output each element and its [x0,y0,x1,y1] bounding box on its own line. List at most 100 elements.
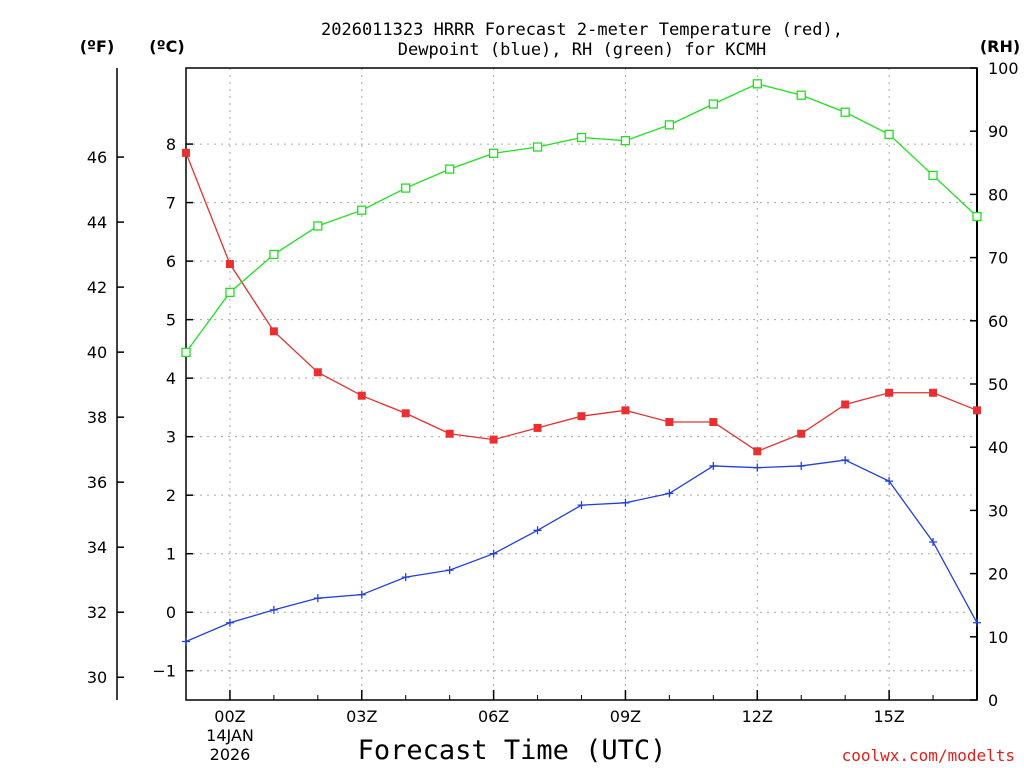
celsius-tick-label-1: 1 [166,545,176,564]
rh-unit-label: (RH) [980,37,1020,56]
rh-tick-label-20: 20 [988,565,1008,584]
x-tick-label-09Z: 09Z [610,707,641,726]
grid-lines [186,68,977,700]
fahrenheit-tick-label-46: 46 [87,148,107,167]
dewpoint-point-5 [445,566,454,575]
rh-point-6 [488,148,499,158]
dewpoint-point-0 [225,618,234,627]
dewpoint-point-15 [885,477,894,486]
temperature-point-12 [753,447,762,456]
temperature-point-14 [841,400,850,409]
temperature-point-9 [621,406,630,415]
temperature-point-15 [885,388,894,397]
temperature-point-4 [401,409,410,418]
dewpoint-point-14 [841,456,850,465]
rh-point-9 [620,136,631,146]
celsius-tick-label-3: 3 [166,428,176,447]
celsius-tick-label-8: 8 [166,135,176,154]
rh-point-11 [708,99,718,109]
dewpoint-line [185,459,978,643]
celsius-tick-label--1: −1 [152,662,176,681]
temperature-point-5 [445,429,454,438]
temperature-point-2 [313,368,322,377]
dewpoint-point-13 [797,461,806,470]
temperature-line [185,152,978,453]
rh-tick-label-80: 80 [988,185,1008,204]
fahrenheit-tick-label-30: 30 [87,668,107,687]
fahrenheit-tick-label-40: 40 [87,343,107,362]
rh-point-15 [884,129,894,140]
temperature-point-6 [489,435,498,444]
rh-tick-label-10: 10 [988,628,1008,647]
data-series [181,79,982,646]
temperature-point--1 [182,148,190,157]
dewpoint-point-4 [401,573,410,582]
dewpoint-point-6 [489,549,498,558]
chart-title-line2: Dewpoint (blue), RH (green) for KCMH [398,40,766,60]
x-tick-label-03Z: 03Z [346,707,377,726]
rh-point-17 [972,211,982,222]
rh-tick-label-100: 100 [988,59,1019,78]
dewpoint-point-2 [313,594,322,603]
axes: 303234363840424446−101234567801020304050… [87,59,1019,726]
celsius-tick-label-5: 5 [166,311,176,330]
x-tick-label-06Z: 06Z [478,707,509,726]
rh-point-10 [664,120,675,130]
dewpoint-point-8 [577,501,586,510]
fahrenheit-tick-label-32: 32 [87,603,107,622]
fahrenheit-tick-label-36: 36 [87,473,107,492]
rh-tick-label-60: 60 [988,312,1008,331]
temperature-point-7 [533,423,542,432]
temperature-point-11 [709,418,718,427]
rh-tick-label-90: 90 [988,122,1008,141]
rh-point-12 [752,79,762,89]
rh-point-14 [840,107,850,117]
rh-point--1 [181,347,191,358]
rh-point-16 [928,170,938,181]
rh-line [185,83,978,353]
temperature-point-0 [225,260,234,269]
celsius-tick-label-2: 2 [166,486,176,505]
rh-point-8 [576,132,587,143]
dewpoint-point-7 [533,526,542,535]
fahrenheit-tick-label-34: 34 [87,538,107,557]
date-label-year: 2026 [210,745,251,764]
celsius-unit-label: (ºC) [149,37,184,56]
rh-point-7 [532,142,543,152]
dewpoint-point-3 [357,590,366,599]
rh-tick-label-30: 30 [988,501,1008,520]
credit-label: coolwx.com/modelts [842,746,1015,765]
dewpoint-point-17 [973,618,981,627]
celsius-tick-label-0: 0 [166,603,176,622]
dewpoint-point-1 [269,605,278,614]
rh-point-3 [357,205,367,215]
dewpoint-point-16 [929,538,938,546]
temperature-point-13 [797,429,806,438]
rh-point-13 [796,90,806,100]
celsius-tick-label-7: 7 [166,194,176,213]
plot-frame [185,67,978,701]
x-tick-label-15Z: 15Z [873,707,904,726]
temperature-point-16 [929,388,938,397]
rh-point-2 [313,221,323,231]
dewpoint-point-11 [709,461,718,470]
rh-tick-label-70: 70 [988,249,1008,268]
celsius-tick-label-6: 6 [166,252,176,271]
temperature-point-8 [577,412,586,421]
x-axis-title: Forecast Time (UTC) [358,735,667,766]
fahrenheit-tick-label-42: 42 [87,278,107,297]
chart-title-line1: 2026011323 HRRR Forecast 2-meter Tempera… [321,20,843,40]
dewpoint-point-9 [621,498,630,507]
rh-point-5 [445,164,455,174]
dewpoint-point-12 [753,463,762,472]
temperature-series [182,148,981,456]
rh-point-1 [269,249,279,260]
rh-tick-label-40: 40 [988,438,1008,457]
rh-tick-label-50: 50 [988,375,1008,394]
rh-tick-label-0: 0 [988,691,998,710]
temperature-point-3 [357,391,366,400]
fahrenheit-tick-label-44: 44 [87,213,107,232]
rh-point-4 [401,183,411,193]
rh-point-0 [225,287,235,298]
temperature-point-17 [973,406,981,415]
